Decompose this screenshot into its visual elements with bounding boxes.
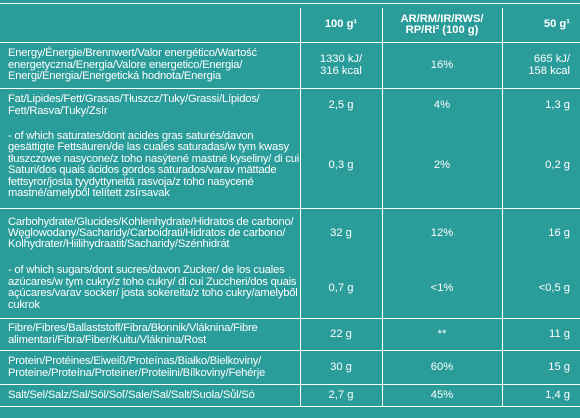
table-row-sugars: - of which sugars/dont sucres/davon Zuck… — [0, 258, 580, 319]
value-50g: 0,2 g — [502, 122, 580, 209]
top-rule — [0, 0, 580, 4]
table-row-energy: Energy/Énergie/Brennwert/Valor energétic… — [0, 42, 580, 89]
value-ri: 60% — [381, 350, 503, 385]
value-100g: 1330 kJ/ 316 kcal — [299, 42, 382, 89]
value-ri: 12% — [381, 208, 503, 259]
value-50g: 665 kJ/ 158 kcal — [502, 42, 580, 89]
table-row-salt: Salt/Sel/Salz/Sal/Sól/Soľ/Sale/Sal/Salt/… — [0, 384, 580, 407]
value-ri: 16% — [381, 42, 503, 89]
table-row-protein: Protein/Protéines/Eiweiß/Proteínas/Białk… — [0, 350, 580, 385]
nutrient-name: Fat/Lipides/Fett/Grasas/Tłuszcz/Tuky/Gra… — [8, 93, 260, 117]
header-ri: AR/RM/IR/RWS/RP/RI² (100 g) — [381, 8, 503, 43]
value-50g: 11 g — [502, 318, 580, 351]
nutrient-name: Carbohydrate/Glucides/Kohlenhydrate/Hidr… — [8, 215, 294, 251]
nutrient-name: Salt/Sel/Salz/Sal/Sól/Soľ/Sale/Sal/Salt/… — [0, 384, 300, 407]
table-row-carbohydrate: Carbohydrate/Glucides/Kohlenhydrate/Hidr… — [0, 208, 580, 259]
value-100g: 30 g — [299, 350, 382, 385]
value-50g: 16 g — [548, 227, 570, 240]
value-ri: 4% — [381, 88, 503, 123]
value-ri: <1% — [381, 258, 503, 319]
value-100g: 0,7 g — [299, 258, 382, 319]
nutrient-name: Fibre/Fibres/Ballaststoff/Fibra/Błonnik/… — [0, 318, 300, 351]
value-50g: 15 g — [502, 350, 580, 385]
value-ri: ** — [381, 318, 503, 351]
nutrient-name: Protein/Protéines/Eiweiß/Proteínas/Białk… — [0, 350, 300, 385]
header-100g: 100 g¹ — [299, 8, 382, 43]
value-ri: 2% — [381, 122, 503, 209]
value-100g: 32 g — [299, 208, 382, 259]
value-100g: 2,5 g — [299, 88, 382, 123]
value-100g: 22 g — [299, 318, 382, 351]
value-50g: 1,3 g — [545, 99, 570, 112]
table-row-fat: Fat/Lipides/Fett/Grasas/Tłuszcz/Tuky/Gra… — [0, 88, 580, 123]
table-row-fibre: Fibre/Fibres/Ballaststoff/Fibra/Błonnik/… — [0, 318, 580, 351]
value-ri: 45% — [381, 384, 503, 407]
nutrient-name: - of which saturates/dont acides gras sa… — [0, 122, 300, 209]
nutrient-name: Energy/Énergie/Brennwert/Valor energétic… — [0, 42, 300, 89]
table-header-row: 100 g¹ AR/RM/IR/RWS/RP/RI² (100 g) 50 g¹ — [0, 8, 580, 43]
value-100g: 2,7 g — [299, 384, 382, 407]
value-50g: 1,4 g — [502, 384, 580, 407]
value-100g: 0,3 g — [299, 122, 382, 209]
nutrient-name: - of which sugars/dont sucres/davon Zuck… — [0, 258, 300, 319]
header-nutrient — [0, 8, 300, 43]
nutrition-table: 100 g¹ AR/RM/IR/RWS/RP/RI² (100 g) 50 g¹… — [0, 8, 580, 407]
table-row-saturates: - of which saturates/dont acides gras sa… — [0, 122, 580, 209]
value-50g: <0,5 g — [502, 258, 580, 319]
header-50g: 50 g¹ — [502, 8, 580, 43]
